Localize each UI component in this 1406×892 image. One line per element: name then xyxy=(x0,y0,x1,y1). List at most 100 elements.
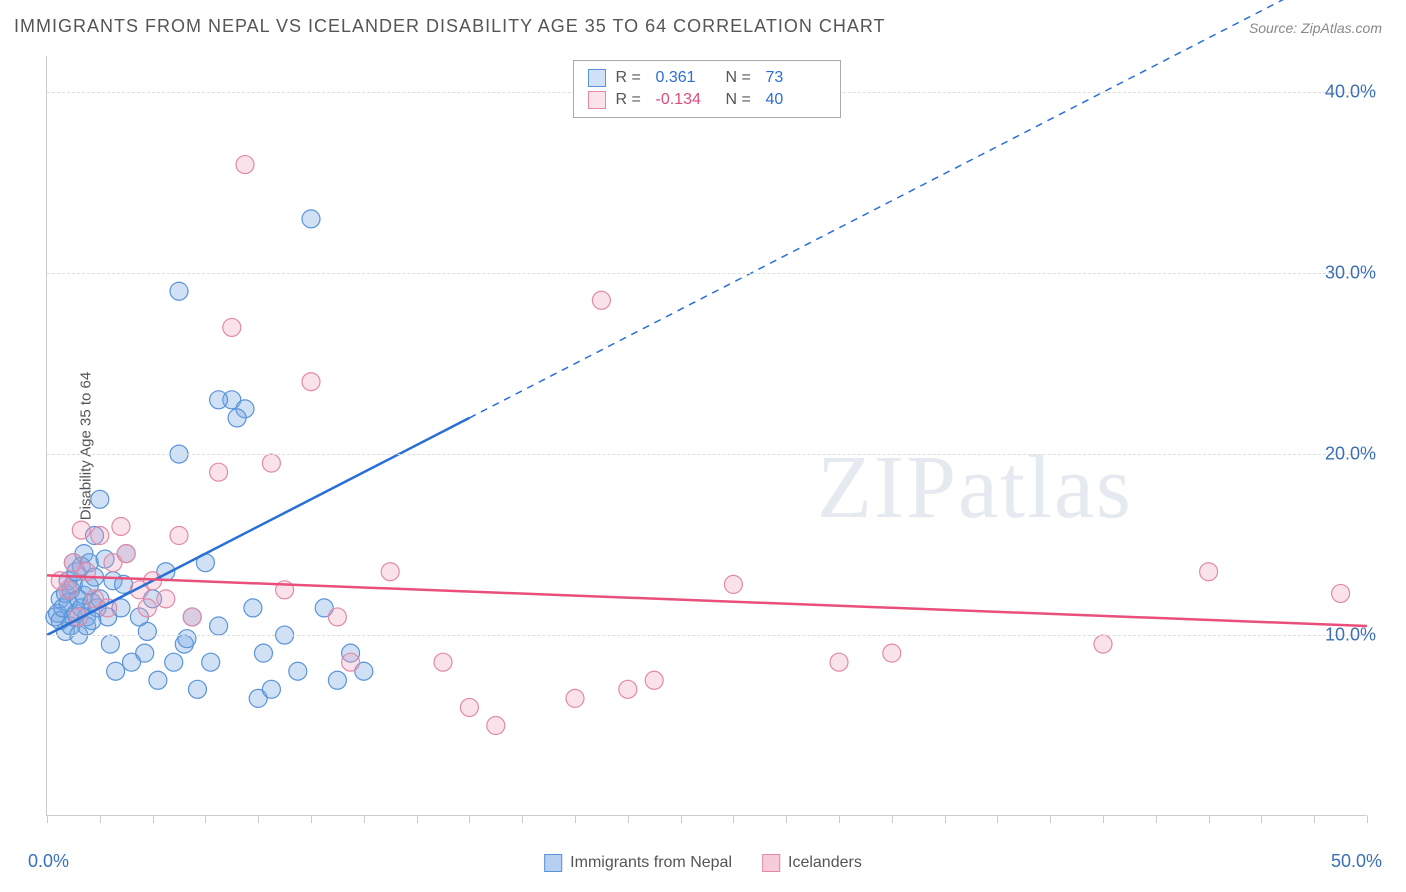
data-point xyxy=(724,575,742,593)
y-tick-label: 20.0% xyxy=(1325,444,1376,465)
data-point xyxy=(183,608,201,626)
x-tick xyxy=(153,815,154,823)
x-tick xyxy=(311,815,312,823)
x-tick xyxy=(1050,815,1051,823)
data-point xyxy=(302,373,320,391)
data-point xyxy=(566,689,584,707)
data-point xyxy=(302,210,320,228)
trend-line xyxy=(47,575,1367,626)
data-point xyxy=(117,545,135,563)
data-point xyxy=(619,680,637,698)
chart-svg xyxy=(47,56,1366,815)
x-tick xyxy=(945,815,946,823)
x-tick xyxy=(522,815,523,823)
data-point xyxy=(210,463,228,481)
n-label: N = xyxy=(726,91,756,109)
data-point xyxy=(342,653,360,671)
x-tick xyxy=(469,815,470,823)
x-tick xyxy=(417,815,418,823)
legend-correlation: R =0.361N =73R =-0.134N =40 xyxy=(573,60,841,118)
x-tick xyxy=(786,815,787,823)
n-value: 40 xyxy=(766,91,826,109)
legend-swatch xyxy=(588,69,606,87)
chart-title: IMMIGRANTS FROM NEPAL VS ICELANDER DISAB… xyxy=(14,16,886,37)
x-tick xyxy=(258,815,259,823)
data-point xyxy=(178,630,196,648)
x-tick xyxy=(997,815,998,823)
x-tick xyxy=(1367,815,1368,823)
x-tick xyxy=(364,815,365,823)
r-value: 0.361 xyxy=(656,69,716,87)
data-point xyxy=(210,391,228,409)
data-point xyxy=(254,644,272,662)
data-point xyxy=(434,653,452,671)
x-tick xyxy=(839,815,840,823)
data-point xyxy=(138,622,156,640)
legend-swatch xyxy=(544,854,562,872)
x-axis-min-label: 0.0% xyxy=(28,851,69,872)
data-point xyxy=(592,291,610,309)
data-point xyxy=(1094,635,1112,653)
legend-series-label: Icelanders xyxy=(788,854,862,872)
data-point xyxy=(1200,563,1218,581)
data-point xyxy=(228,409,246,427)
legend-correlation-row: R =0.361N =73 xyxy=(588,67,826,89)
chart-container: IMMIGRANTS FROM NEPAL VS ICELANDER DISAB… xyxy=(0,0,1406,892)
data-point xyxy=(236,156,254,174)
legend-series-item: Immigrants from Nepal xyxy=(544,854,732,872)
data-point xyxy=(210,617,228,635)
x-tick xyxy=(47,815,48,823)
data-point xyxy=(202,653,220,671)
x-tick xyxy=(733,815,734,823)
x-axis-max-label: 50.0% xyxy=(1331,851,1382,872)
data-point xyxy=(72,521,90,539)
r-label: R = xyxy=(616,69,646,87)
data-point xyxy=(223,318,241,336)
source-credit: Source: ZipAtlas.com xyxy=(1249,20,1382,36)
x-tick xyxy=(575,815,576,823)
x-tick xyxy=(1209,815,1210,823)
data-point xyxy=(91,490,109,508)
data-point xyxy=(149,671,167,689)
data-point xyxy=(830,653,848,671)
grid-line xyxy=(47,273,1366,274)
plot-area: R =0.361N =73R =-0.134N =40 ZIPatlas xyxy=(46,56,1366,816)
data-point xyxy=(157,590,175,608)
data-point xyxy=(645,671,663,689)
data-point xyxy=(1332,584,1350,602)
x-tick xyxy=(681,815,682,823)
data-point xyxy=(328,608,346,626)
data-point xyxy=(136,644,154,662)
data-point xyxy=(188,680,206,698)
data-point xyxy=(91,527,109,545)
legend-series-label: Immigrants from Nepal xyxy=(570,854,732,872)
x-tick xyxy=(1103,815,1104,823)
x-tick xyxy=(1261,815,1262,823)
data-point xyxy=(289,662,307,680)
legend-swatch xyxy=(588,91,606,109)
data-point xyxy=(112,517,130,535)
r-label: R = xyxy=(616,91,646,109)
data-point xyxy=(883,644,901,662)
data-point xyxy=(381,563,399,581)
x-tick xyxy=(1156,815,1157,823)
x-tick xyxy=(100,815,101,823)
x-tick xyxy=(1314,815,1315,823)
data-point xyxy=(170,527,188,545)
data-point xyxy=(170,282,188,300)
x-tick xyxy=(205,815,206,823)
y-tick-label: 30.0% xyxy=(1325,263,1376,284)
data-point xyxy=(487,717,505,735)
legend-correlation-row: R =-0.134N =40 xyxy=(588,89,826,111)
y-tick-label: 40.0% xyxy=(1325,82,1376,103)
data-point xyxy=(262,454,280,472)
legend-series-item: Icelanders xyxy=(762,854,862,872)
data-point xyxy=(101,635,119,653)
grid-line xyxy=(47,454,1366,455)
data-point xyxy=(244,599,262,617)
data-point xyxy=(107,662,125,680)
legend-swatch xyxy=(762,854,780,872)
legend-series: Immigrants from Nepal Icelanders xyxy=(544,854,862,872)
grid-line xyxy=(47,635,1366,636)
data-point xyxy=(165,653,183,671)
